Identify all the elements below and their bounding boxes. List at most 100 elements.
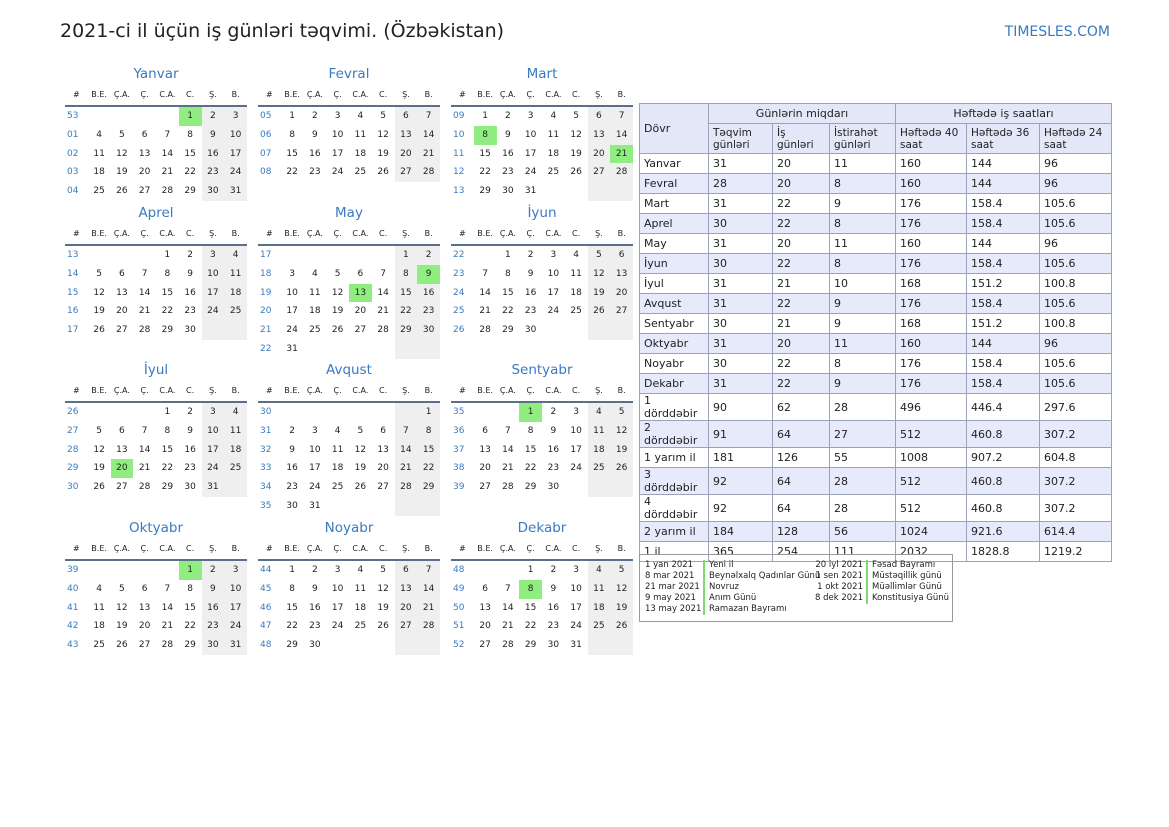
day-cell: 26 (610, 459, 633, 479)
weekday-label: Ş. (402, 229, 410, 238)
day-cell: 16 (547, 444, 560, 455)
weekday-label: Ş. (209, 386, 217, 395)
day-cell: 17 (524, 148, 537, 159)
day-cell: 5 (96, 268, 102, 279)
week-number: 17 (260, 250, 272, 260)
day-cell: 10 (331, 583, 344, 594)
day-cell: 25 (309, 325, 321, 336)
day-cell: 11 (570, 268, 582, 279)
weekday-label: Ç. (333, 229, 342, 238)
day-cell: 30 (184, 482, 196, 493)
day-cell: 12 (377, 129, 389, 140)
legend-item: 21 mar 2021 Novruz (645, 582, 820, 593)
weekday-label: # (459, 386, 466, 395)
value-cell: 22 (772, 253, 830, 274)
day-cell: 10 (524, 129, 537, 140)
legend-holiday-name: Müstəqillik günü (866, 571, 942, 582)
value-cell: 11 (829, 333, 896, 354)
day-cell: 14 (479, 287, 491, 298)
week-row: 25 21 22 23 24 25 26 27 (451, 302, 633, 322)
month-calendar: Fevral # B.E. Ç.A. Ç. C.A. C. Ş. B. 05 1 2 3 4 5 6 7 06 8 9… (258, 65, 440, 183)
day-cell: 4 (224, 246, 247, 265)
weekday-label: C.A. (352, 90, 369, 99)
weekday-label: Ç.A. (306, 90, 323, 99)
week-number: 48 (260, 640, 272, 651)
weekday-label: Ç. (140, 544, 149, 553)
day-cell: 8 (505, 268, 511, 279)
day-cell: 8 (289, 583, 295, 594)
week-row: 35 30 31 (258, 496, 440, 516)
day-cell: 27 (354, 325, 367, 336)
day-cell: 21 (417, 144, 440, 164)
day-cell: 29 (184, 186, 196, 197)
day-cell: 23 (286, 482, 298, 493)
value-cell: 105.6 (1039, 253, 1112, 274)
weekday-label: C. (186, 229, 195, 238)
day-cell: 13 (479, 444, 491, 455)
month-calendar: May # B.E. Ç.A. Ç. C.A. C. Ş. B. 17 1 2 18 3 4 5 6 7 8 9 19 1… (258, 204, 440, 359)
weekday-label: Ç. (526, 90, 535, 99)
day-cell: 5 (573, 111, 579, 121)
week-number: 24 (453, 287, 465, 298)
day-cell: 31 (309, 500, 321, 511)
week-row: 20 17 18 19 20 21 22 23 (258, 302, 440, 322)
day-cell: 4 (224, 403, 247, 422)
day-cell: 19 (116, 167, 128, 178)
day-cell: 30 (184, 325, 196, 336)
period-cell: Noyabr (639, 353, 709, 374)
weekday-label: Ç. (333, 90, 342, 99)
calendar-grid: Yanvar # B.E. Ç.A. Ç. C.A. C. Ş. B. 53 1 2 3 01 4 5 6 7 8 9… (65, 65, 633, 655)
day-cell: 23 (201, 163, 225, 183)
week-row: 04 25 26 27 28 29 30 31 (65, 182, 247, 201)
week-row: 01 4 5 6 7 8 9 10 (65, 125, 247, 145)
day-cell (133, 403, 156, 422)
day-cell: 20 (479, 621, 491, 632)
day-cell: 11 (93, 602, 105, 613)
weekday-label: Ş. (595, 229, 603, 238)
value-cell: 9 (829, 293, 896, 314)
week-number: 09 (453, 111, 465, 121)
week-number: 29 (67, 463, 79, 474)
value-cell: 158.4 (966, 253, 1040, 274)
period-cell: Aprel (639, 213, 709, 234)
week-number: 53 (67, 111, 79, 121)
day-cell: 28 (417, 163, 440, 183)
day-cell: 6 (587, 107, 611, 126)
brand-link[interactable]: TIMESLES.COM (1004, 24, 1110, 40)
week-number: 39 (453, 482, 465, 493)
value-cell: 20 (772, 153, 830, 174)
day-cell: 5 (610, 561, 633, 580)
day-cell (587, 182, 611, 201)
day-cell: 19 (377, 148, 389, 159)
day-cell: 27 (138, 640, 151, 651)
day-cell: 13 (610, 264, 633, 284)
day-cell: 30 (547, 640, 560, 651)
day-cell: 21 (161, 167, 174, 178)
value-cell: 64 (772, 494, 830, 522)
week-number: 26 (453, 325, 465, 336)
day-cell: 24 (570, 463, 582, 474)
day-cell: 17 (331, 148, 344, 159)
day-cell: 3 (573, 407, 579, 417)
period-cell: May (639, 233, 709, 254)
day-cell: 16 (201, 598, 225, 618)
day-cell: 21 (138, 306, 151, 317)
value-cell: 31 (708, 333, 773, 354)
day-cell: 28 (610, 163, 633, 183)
day-cell: 26 (377, 621, 389, 632)
weekday-label: B. (231, 386, 240, 395)
week-number: 25 (453, 306, 465, 317)
day-cell: 11 (547, 129, 560, 140)
value-cell: 100.8 (1039, 313, 1112, 334)
month-calendar: Aprel # B.E. Ç.A. Ç. C.A. C. Ş. B. 13 1 2 3 4 14 5 6 7 8 9 1… (65, 204, 247, 340)
day-cell: 29 (161, 482, 174, 493)
day-cell: 25 (354, 621, 367, 632)
period-cell: Dekabr (639, 373, 709, 394)
value-cell: 144 (966, 173, 1040, 194)
week-row: 12 22 23 24 25 26 27 28 (451, 163, 633, 183)
value-cell: 105.6 (1039, 353, 1112, 374)
day-cell: 18 (224, 283, 247, 303)
week-number: 03 (67, 167, 79, 178)
day-cell: 25 (331, 482, 344, 493)
month-calendar: Dekabr # B.E. Ç.A. Ç. C.A. C. Ş. B. 48 1 2 3 4 5 49 6 7 8 9… (451, 519, 633, 655)
